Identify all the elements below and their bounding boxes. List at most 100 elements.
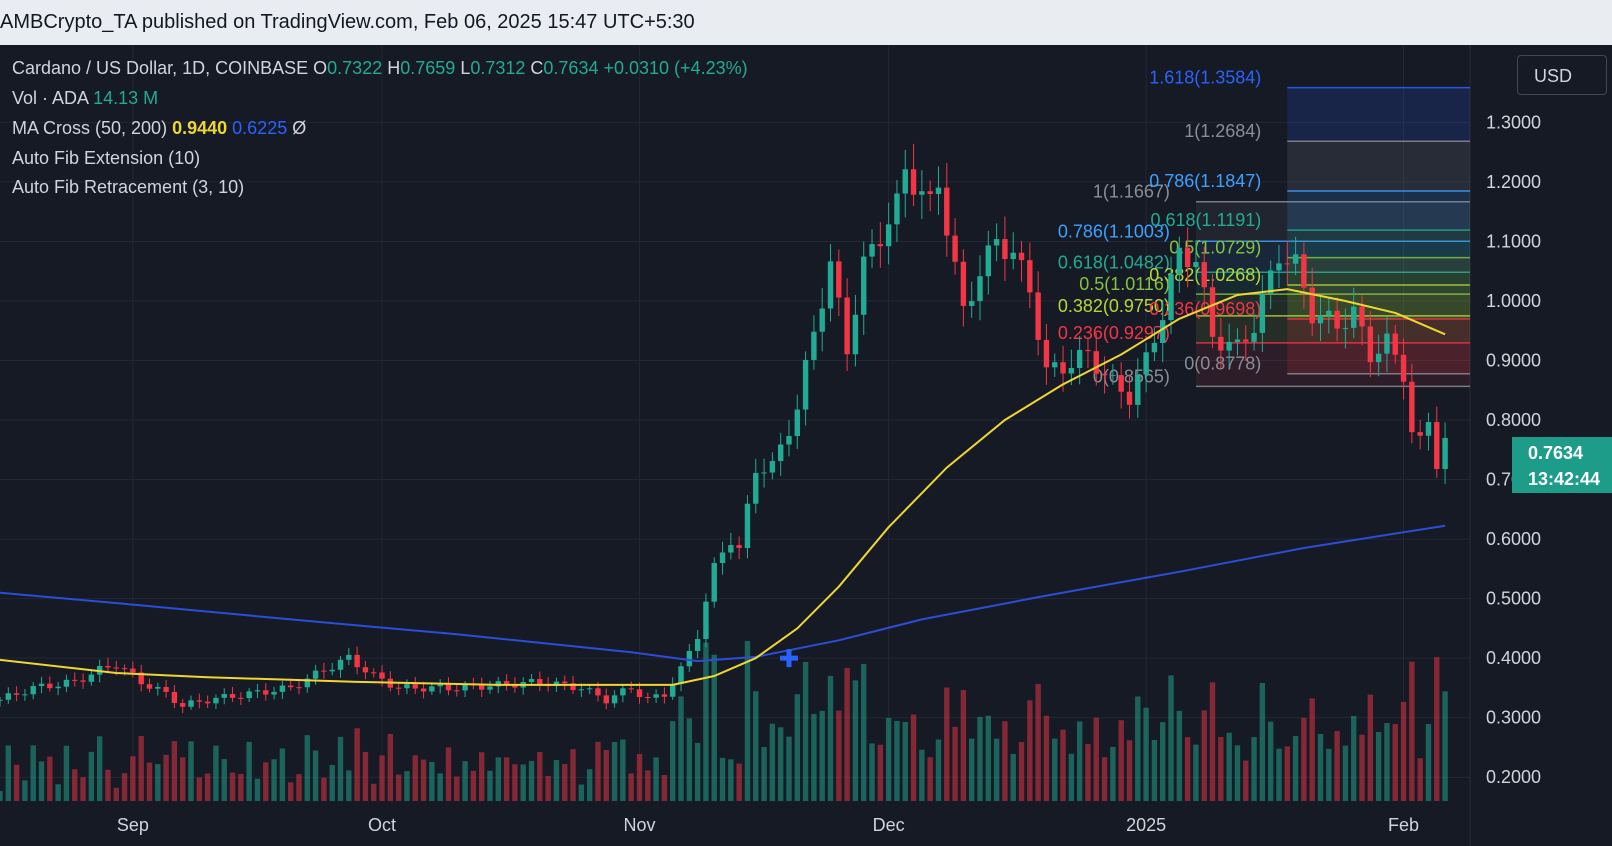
candle-body xyxy=(611,695,618,704)
price-tick-label: 0.2000 xyxy=(1486,767,1541,787)
candle-body xyxy=(1367,326,1374,363)
volume-bar xyxy=(1375,732,1382,801)
candle-body xyxy=(55,686,61,689)
candle-body xyxy=(694,638,701,652)
candle-body xyxy=(653,694,659,698)
fib-level-label: 0.786(1.1003) xyxy=(1058,221,1170,241)
candle-body xyxy=(711,562,717,602)
fib-zone xyxy=(1287,230,1470,258)
candle-body xyxy=(1417,432,1423,436)
ma-visibility-icon[interactable]: Ø xyxy=(292,118,307,138)
volume-bar xyxy=(113,787,119,801)
legend-volume-row[interactable]: Vol · ADA 14.13 M xyxy=(12,88,158,109)
volume-bar xyxy=(130,756,136,801)
candle-body xyxy=(346,654,352,660)
legend-fibext-row[interactable]: Auto Fib Extension (10) xyxy=(12,148,200,169)
publish-header-text: AMBCrypto_TA published on TradingView.co… xyxy=(0,11,695,33)
volume-bar xyxy=(935,739,942,801)
volume-bar xyxy=(1351,715,1357,801)
candle-body xyxy=(362,667,369,673)
fib-level-label: 1(1.2684) xyxy=(1184,121,1261,141)
candle-body xyxy=(312,670,319,679)
volume-bar xyxy=(1409,661,1415,801)
volume-bar xyxy=(462,761,468,801)
candle-body xyxy=(1218,336,1224,351)
candle-body xyxy=(287,685,294,688)
volume-bar xyxy=(379,755,385,801)
candle-body xyxy=(645,697,651,699)
volume-bar xyxy=(761,746,767,801)
volume-bar xyxy=(786,736,792,801)
candle-body xyxy=(113,667,119,669)
candle-body xyxy=(163,687,169,692)
candle-body xyxy=(686,651,693,667)
candle-body xyxy=(769,461,776,473)
low-label: L xyxy=(460,58,471,78)
price-tick-label: 1.3000 xyxy=(1486,112,1541,132)
fib-zone xyxy=(1287,191,1470,231)
candle-body xyxy=(537,679,543,684)
volume-bar xyxy=(927,757,933,801)
volume-bar xyxy=(1043,715,1050,801)
volume-bar xyxy=(213,745,219,801)
candle-body xyxy=(836,261,842,298)
volume-bar xyxy=(1027,700,1033,801)
candle-body xyxy=(935,187,942,194)
candle-body xyxy=(902,169,908,194)
candle-body xyxy=(263,690,269,695)
volume-bar xyxy=(1135,696,1141,801)
volume-bar xyxy=(611,741,618,801)
volume-bar xyxy=(977,716,983,801)
candle-body xyxy=(379,672,385,679)
legend-ma-row[interactable]: MA Cross (50, 200) 0.9440 0.6225 Ø xyxy=(12,118,306,139)
legend-fibret-row[interactable]: Auto Fib Retracement (3, 10) xyxy=(12,177,244,198)
volume-bar xyxy=(1209,682,1216,801)
volume-bar xyxy=(146,762,153,801)
volume-bar xyxy=(827,675,834,801)
candle-body xyxy=(1434,421,1440,470)
volume-bar xyxy=(628,773,634,801)
candle-body xyxy=(620,688,626,696)
candle-body xyxy=(661,694,668,697)
fib-level-label: 0.786(1.1847) xyxy=(1149,171,1261,191)
candle-body xyxy=(213,697,219,704)
volume-bar xyxy=(1218,737,1224,801)
volume-bar xyxy=(1367,694,1374,801)
volume-bar xyxy=(121,773,128,801)
candle-body xyxy=(296,687,302,689)
candle-body xyxy=(371,672,377,674)
volume-bar xyxy=(1101,757,1108,801)
volume-bar xyxy=(562,764,568,801)
candle-body xyxy=(204,701,211,704)
fib-level-label: 0.382(0.9750) xyxy=(1058,296,1170,316)
currency-selector[interactable]: USD xyxy=(1517,55,1607,95)
volume-bar xyxy=(1068,753,1075,801)
candle-body xyxy=(196,700,203,702)
candle-body xyxy=(1093,351,1099,374)
candle-body xyxy=(1135,374,1141,405)
volume-bar xyxy=(437,773,443,801)
candle-body xyxy=(636,689,643,698)
volume-bar xyxy=(1251,737,1257,801)
candle-body xyxy=(88,674,95,682)
candle-body xyxy=(1118,375,1124,392)
candle-body xyxy=(603,695,609,704)
candle-body xyxy=(719,552,726,563)
volume-bar xyxy=(478,752,485,801)
candlesticks xyxy=(0,143,1448,714)
fib-zone xyxy=(1287,141,1470,192)
volume-bar xyxy=(645,770,651,801)
time-axis[interactable]: Sep Oct Nov Dec 2025 Feb xyxy=(117,815,1419,835)
candle-body xyxy=(487,686,493,690)
volume-bar xyxy=(869,743,875,801)
time-tick-label: Feb xyxy=(1388,815,1419,835)
volume-bar xyxy=(528,760,535,801)
volume-bar xyxy=(836,710,842,801)
candle-body xyxy=(1301,254,1307,288)
volume-bar xyxy=(387,733,394,801)
price-chart[interactable]: 1(1.1667) 0.786(1.1003) 0.618(1.0482)0.5(1… xyxy=(0,45,1612,846)
volume-bar xyxy=(1060,729,1066,801)
symbol-title[interactable]: Cardano / US Dollar, 1D, COINBASE xyxy=(12,58,309,78)
volume-bar xyxy=(246,741,252,801)
candle-body xyxy=(1259,293,1266,333)
